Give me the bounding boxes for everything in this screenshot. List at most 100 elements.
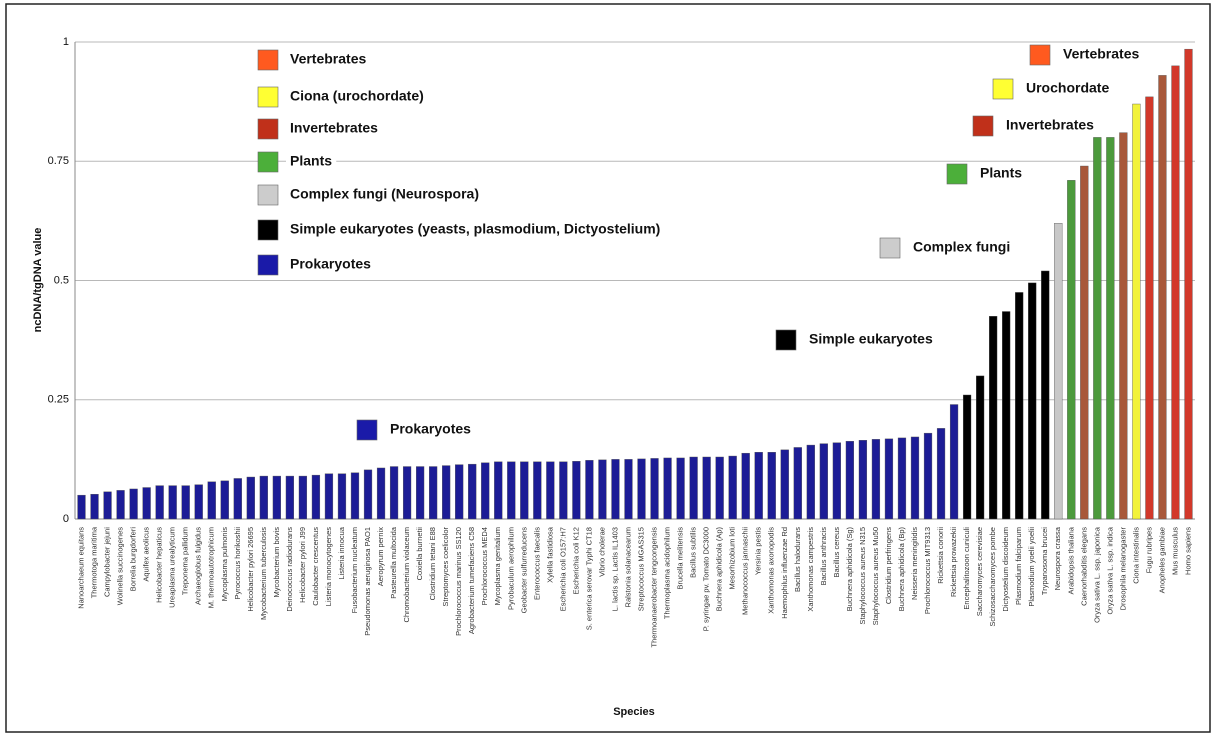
x-tick-label: Brucella melitensis	[676, 527, 685, 590]
bar	[663, 457, 672, 520]
x-tick-label: Neisseria meningitidis	[910, 527, 919, 600]
bar	[923, 432, 933, 520]
bar	[1119, 132, 1128, 520]
bar	[728, 455, 737, 520]
bar	[90, 493, 99, 520]
bar	[494, 461, 503, 520]
x-tick-label: Streptomyces coelicolor	[441, 527, 450, 607]
x-tick-label: Staphylococcus aureus N315	[858, 527, 867, 625]
bar	[806, 444, 815, 520]
bar	[481, 462, 490, 520]
bar	[1158, 75, 1167, 520]
x-tick-label: Rickettsia prowazekii	[949, 527, 958, 597]
x-tick-label: Chromobacterium violaceum	[402, 527, 411, 622]
x-tick-label: Ciona intestinalis	[1131, 527, 1140, 584]
bar	[194, 484, 203, 520]
annotation-swatch	[972, 115, 994, 137]
x-tick-label: Campylobacter jejuni	[103, 527, 112, 597]
x-tick-label: Deinococcus radiodurans	[285, 527, 294, 612]
legend-swatch	[257, 219, 279, 241]
bar	[936, 428, 946, 520]
legend-label: Complex fungi (Neurospora)	[290, 186, 479, 202]
x-tick-label: Bacillus cereus	[832, 527, 841, 578]
legend-label-bg	[286, 117, 383, 138]
bar	[858, 440, 868, 520]
bar	[976, 375, 985, 520]
y-tick-label: 0.75	[48, 155, 69, 167]
x-tick-label: Mycoplasma pulmonis	[220, 527, 229, 601]
x-tick-label: Bacillus subtilis	[689, 527, 698, 578]
x-tick-label: Pasteurella multocida	[389, 526, 398, 599]
bar	[1093, 137, 1102, 520]
bar	[1002, 311, 1011, 520]
bar	[767, 452, 776, 520]
x-axis-title: Species	[613, 706, 655, 718]
x-tick-label: Pseudomonas aeruginosa PAO1	[363, 527, 372, 636]
legend-swatch	[257, 118, 279, 140]
legend-swatch	[257, 86, 279, 108]
bar	[533, 461, 542, 520]
legend-label-bg	[286, 48, 371, 69]
bar	[116, 490, 125, 520]
x-tick-label: Methanococcus jannaschii	[741, 527, 750, 615]
bar	[507, 461, 516, 520]
bar	[676, 457, 685, 520]
legend-swatch	[257, 254, 279, 276]
x-tick-label: Buchnera aphidicola (Bp)	[897, 526, 906, 611]
x-tick-label: Neurospora crassa	[1053, 526, 1062, 590]
x-tick-label: Trypanosoma brucei	[1040, 527, 1049, 595]
x-tick-label: Nanoarchaeum equitans	[76, 527, 85, 609]
bar	[455, 464, 464, 520]
bar	[1054, 223, 1063, 520]
annotation-label: Urochordate	[1026, 80, 1109, 96]
x-tick-label: Bacillus halodurans	[793, 527, 802, 592]
x-tick-label: Mycobacterium bovis	[272, 527, 281, 598]
x-tick-label: Escherichia coli O157:H7	[558, 527, 567, 611]
annotation-swatch	[992, 78, 1014, 100]
legend-swatch	[257, 184, 279, 206]
x-tick-label: Ralstonia solanacearum	[623, 527, 632, 607]
x-tick-label: Prochlorococcus MED4	[480, 527, 489, 605]
x-tick-label: Fusobacterium nucleatum	[350, 527, 359, 613]
legend-label: Prokaryotes	[290, 256, 371, 272]
x-tick-label: Oryza sativa L. ssp. japonica	[1092, 526, 1101, 623]
annotation-label: Plants	[980, 165, 1022, 181]
x-tick-label: Listeria innocua	[337, 526, 346, 579]
legend-label-bg	[286, 150, 337, 171]
x-tick-label: Aquifex aeolicus	[142, 527, 151, 582]
bar	[298, 475, 308, 520]
x-tick-label: Drosophila melanogaster	[1118, 527, 1127, 611]
bar	[181, 485, 190, 520]
bar	[1132, 103, 1141, 520]
bar	[702, 456, 711, 520]
bar	[780, 449, 789, 520]
bar	[754, 452, 763, 520]
x-tick-label: P. syringae pv. Tomato DC3000	[702, 527, 711, 631]
legend-label: Plants	[290, 153, 332, 169]
bar	[1067, 180, 1076, 520]
x-tick-label: Xylella fastidiosa	[545, 526, 554, 583]
legend-label: Invertebrates	[290, 120, 378, 136]
legend-label-bg	[286, 183, 484, 204]
bar	[520, 461, 529, 520]
bar	[689, 456, 698, 520]
y-tick-label: 1	[63, 36, 69, 48]
bar	[363, 469, 373, 520]
bar	[285, 475, 294, 520]
bar	[1015, 292, 1024, 520]
x-tick-label: Mycoplasma genitalium	[493, 527, 502, 605]
legend-label-bg	[286, 85, 428, 106]
bar	[376, 467, 386, 520]
bar	[468, 463, 477, 520]
bar	[272, 475, 281, 520]
x-tick-label: Borrelia burgdorferi	[129, 527, 138, 592]
bar	[546, 461, 555, 520]
x-tick-label: Listeria monocytogenes	[324, 527, 333, 606]
annotation-swatch	[356, 419, 378, 441]
x-tick-label: Vibrio cholerae	[597, 527, 606, 577]
bar	[429, 466, 438, 520]
x-tick-label: Enterococcus faecalis	[532, 527, 541, 600]
bar	[897, 437, 907, 520]
bar	[962, 394, 972, 520]
x-tick-label: Prochlorococcus MIT9313	[923, 527, 932, 614]
